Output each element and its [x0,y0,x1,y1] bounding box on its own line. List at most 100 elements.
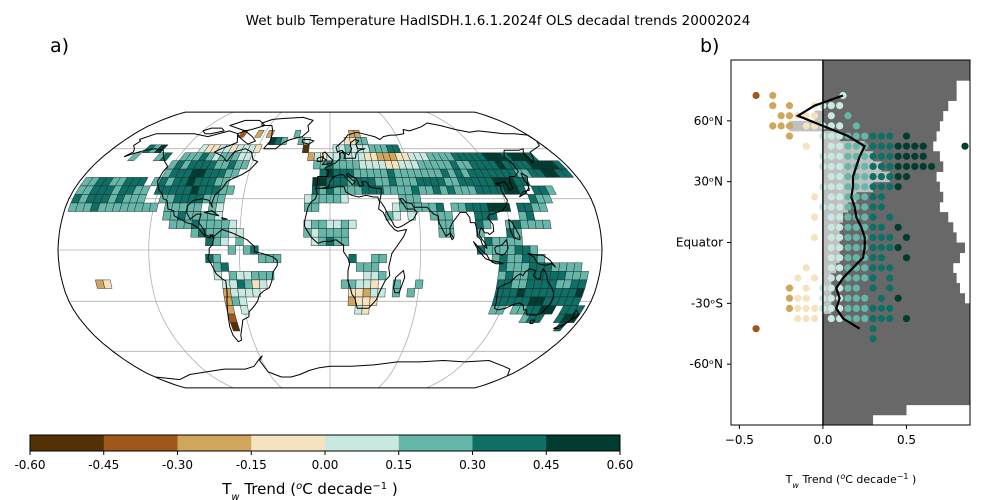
observed-fraction-bar [822,303,832,314]
zonal-trend-point [852,193,860,201]
zonal-trend-point [877,203,886,211]
trend-cell [319,177,327,187]
zonal-trend-point [877,142,886,150]
zonal-trend-point [852,132,860,140]
zonal-trend-point [836,162,844,171]
trend-cell [225,185,236,195]
trend-cell [220,236,229,246]
trend-cell [378,254,387,264]
trend-cell [340,194,349,204]
trend-cell [126,152,143,161]
map-coastlines [123,116,580,381]
trend-cell [293,129,302,138]
trend-cell [244,288,254,298]
trend-cell [102,279,113,289]
zonal-trend-point [810,314,819,323]
coastline [529,319,536,324]
coastline [316,156,323,162]
trend-cell [363,262,372,272]
zonal-trend-point [844,223,852,231]
trend-cell [369,296,378,306]
trend-cell [220,262,230,272]
trend-cell [312,177,320,187]
colorbar-tick-label: -0.60 [14,458,45,472]
zonal-trend-point [836,142,844,150]
trend-cell [252,144,263,153]
trend-cell [339,160,347,170]
trend-cell [348,219,357,229]
trend-cell [273,254,282,264]
trend-cell [333,194,342,204]
trend-cell [353,129,361,138]
map-panel [57,111,603,389]
trend-cell [258,279,268,289]
zonal-trend-point [844,213,852,221]
zonal-trend-point [877,294,886,302]
colorbar-tick-label: -0.45 [88,458,119,472]
trend-cell [378,271,387,281]
zonal-fraction-bar [822,90,957,101]
observed-fraction-bar [822,293,832,304]
coastline [123,130,259,239]
zonal-trend-point [785,294,794,302]
trend-cell [406,288,416,298]
trend-cell [523,152,540,161]
trend-cell [340,279,349,289]
zonal-trend-point [852,274,860,282]
trend-cell [184,211,194,221]
trend-cell [377,288,386,298]
zonal-trend-point [827,243,835,252]
zonal-fraction-bar [822,100,949,112]
trend-cell [230,288,239,298]
zonal-trend-point [827,274,835,282]
zonal-trend-point [894,243,902,252]
zonal-trend-point [836,183,844,191]
trend-cell [318,228,327,238]
zonal-trend-point [869,132,877,140]
zonal-trend-point [827,112,835,120]
trend-cell [227,245,236,255]
zonal-trend-point [902,132,911,140]
zonal-trend-point [861,274,869,282]
colorbar-tick-label: 0.15 [385,458,412,472]
zonal-trend-point [886,183,894,191]
coastline [155,355,511,381]
trend-cell [542,219,552,229]
colorbar: -0.60 -0.45 -0.30 -0.15 0.00 0.15 0.30 0.45 0.60… [14,434,634,500]
zonal-trend-point [886,304,894,313]
colorbar-swatch [398,435,473,451]
trend-cell [333,177,341,187]
zonal-trend-point [794,294,802,302]
trend-cell [221,219,230,229]
trend-cell [279,137,289,146]
trend-cell [228,219,238,229]
colorbar-swatch [325,435,400,451]
trend-cell [544,185,557,195]
zonal-trend-point [810,274,819,282]
trend-cell [333,219,342,229]
trend-cell [307,152,315,161]
zonal-trend-point [827,284,835,292]
zonal-trend-point [886,172,894,181]
zonal-trend-point [802,264,810,272]
zonal-trend-point [894,152,902,160]
zonal-fraction-bar [822,252,960,264]
trend-cell [362,279,372,289]
coastline [518,172,530,198]
coastline [221,217,228,220]
zonal-trend-point [810,112,819,120]
zonal-trend-point [836,243,844,252]
zonal-trend-point [861,162,869,171]
colorbar-tick-label: 0.00 [312,458,339,472]
zonal-trend-point [844,294,852,302]
zonal-trend-point [827,203,835,211]
panel-b-label: b) [700,35,719,57]
colorbar-tick-label: 0.60 [607,458,634,472]
zonal-trend-point [794,274,802,282]
zonal-fraction-bar [822,242,965,254]
trend-cell [311,202,320,212]
zonal-trend-point [861,314,869,323]
zonal-fraction-bar [822,313,970,325]
zonal-trend-point [852,243,860,252]
trend-cell [412,194,422,204]
